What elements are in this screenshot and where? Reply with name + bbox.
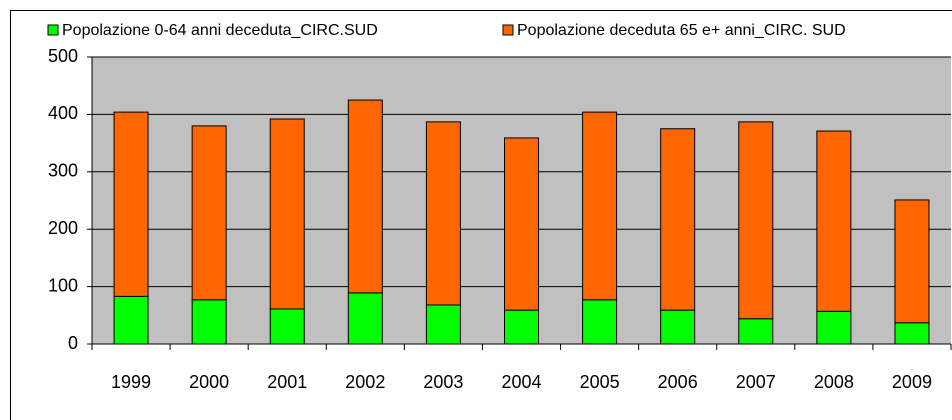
bar-segment bbox=[269, 118, 305, 310]
x-tick-label: 2001 bbox=[267, 372, 307, 392]
bar-segment bbox=[269, 308, 305, 345]
bar-segment bbox=[894, 199, 930, 324]
bar-segment bbox=[113, 295, 149, 345]
y-tick-label: 0 bbox=[68, 333, 78, 353]
y-tick-label: 400 bbox=[48, 103, 78, 123]
legend-swatch bbox=[502, 24, 514, 36]
x-tick-label: 2004 bbox=[501, 372, 541, 392]
bar-segment bbox=[660, 128, 696, 311]
x-tick-label: 2009 bbox=[892, 372, 932, 392]
bar-segment bbox=[582, 111, 618, 301]
x-tick-label: 2000 bbox=[189, 372, 229, 392]
bar-segment bbox=[425, 121, 461, 306]
y-tick-label: 300 bbox=[48, 161, 78, 181]
bar-segment bbox=[816, 310, 852, 345]
y-tick-label: 200 bbox=[48, 218, 78, 238]
bar-segment bbox=[816, 130, 852, 312]
bar-segment bbox=[504, 137, 539, 311]
bar-segment bbox=[425, 304, 461, 345]
x-tick-label: 2006 bbox=[658, 372, 698, 392]
x-tick-label: 2003 bbox=[423, 372, 463, 392]
legend-swatch bbox=[47, 24, 59, 36]
y-tick-label: 100 bbox=[48, 275, 78, 295]
x-tick-label: 2002 bbox=[345, 372, 385, 392]
bar-segment bbox=[738, 121, 774, 320]
bar-segment bbox=[347, 292, 383, 345]
bar-segment bbox=[191, 125, 227, 301]
x-tick-label: 1999 bbox=[111, 372, 151, 392]
x-tick-label: 2007 bbox=[736, 372, 776, 392]
x-tick-label: 2008 bbox=[814, 372, 854, 392]
legend-label: Popolazione deceduta 65 e+ anni_CIRC. SU… bbox=[517, 22, 846, 39]
bar-segment bbox=[738, 318, 774, 345]
legend-label: Popolazione 0-64 anni deceduta_CIRC.SUD bbox=[62, 22, 378, 39]
bar-segment bbox=[191, 299, 227, 345]
bar-segment bbox=[504, 309, 539, 345]
bar-segment bbox=[113, 111, 149, 297]
bar-segment bbox=[660, 309, 696, 345]
y-tick-label: 500 bbox=[48, 46, 78, 66]
bar-segment bbox=[347, 99, 383, 294]
bar-segment bbox=[894, 322, 930, 345]
bar-segment bbox=[582, 299, 618, 345]
x-tick-label: 2005 bbox=[580, 372, 620, 392]
